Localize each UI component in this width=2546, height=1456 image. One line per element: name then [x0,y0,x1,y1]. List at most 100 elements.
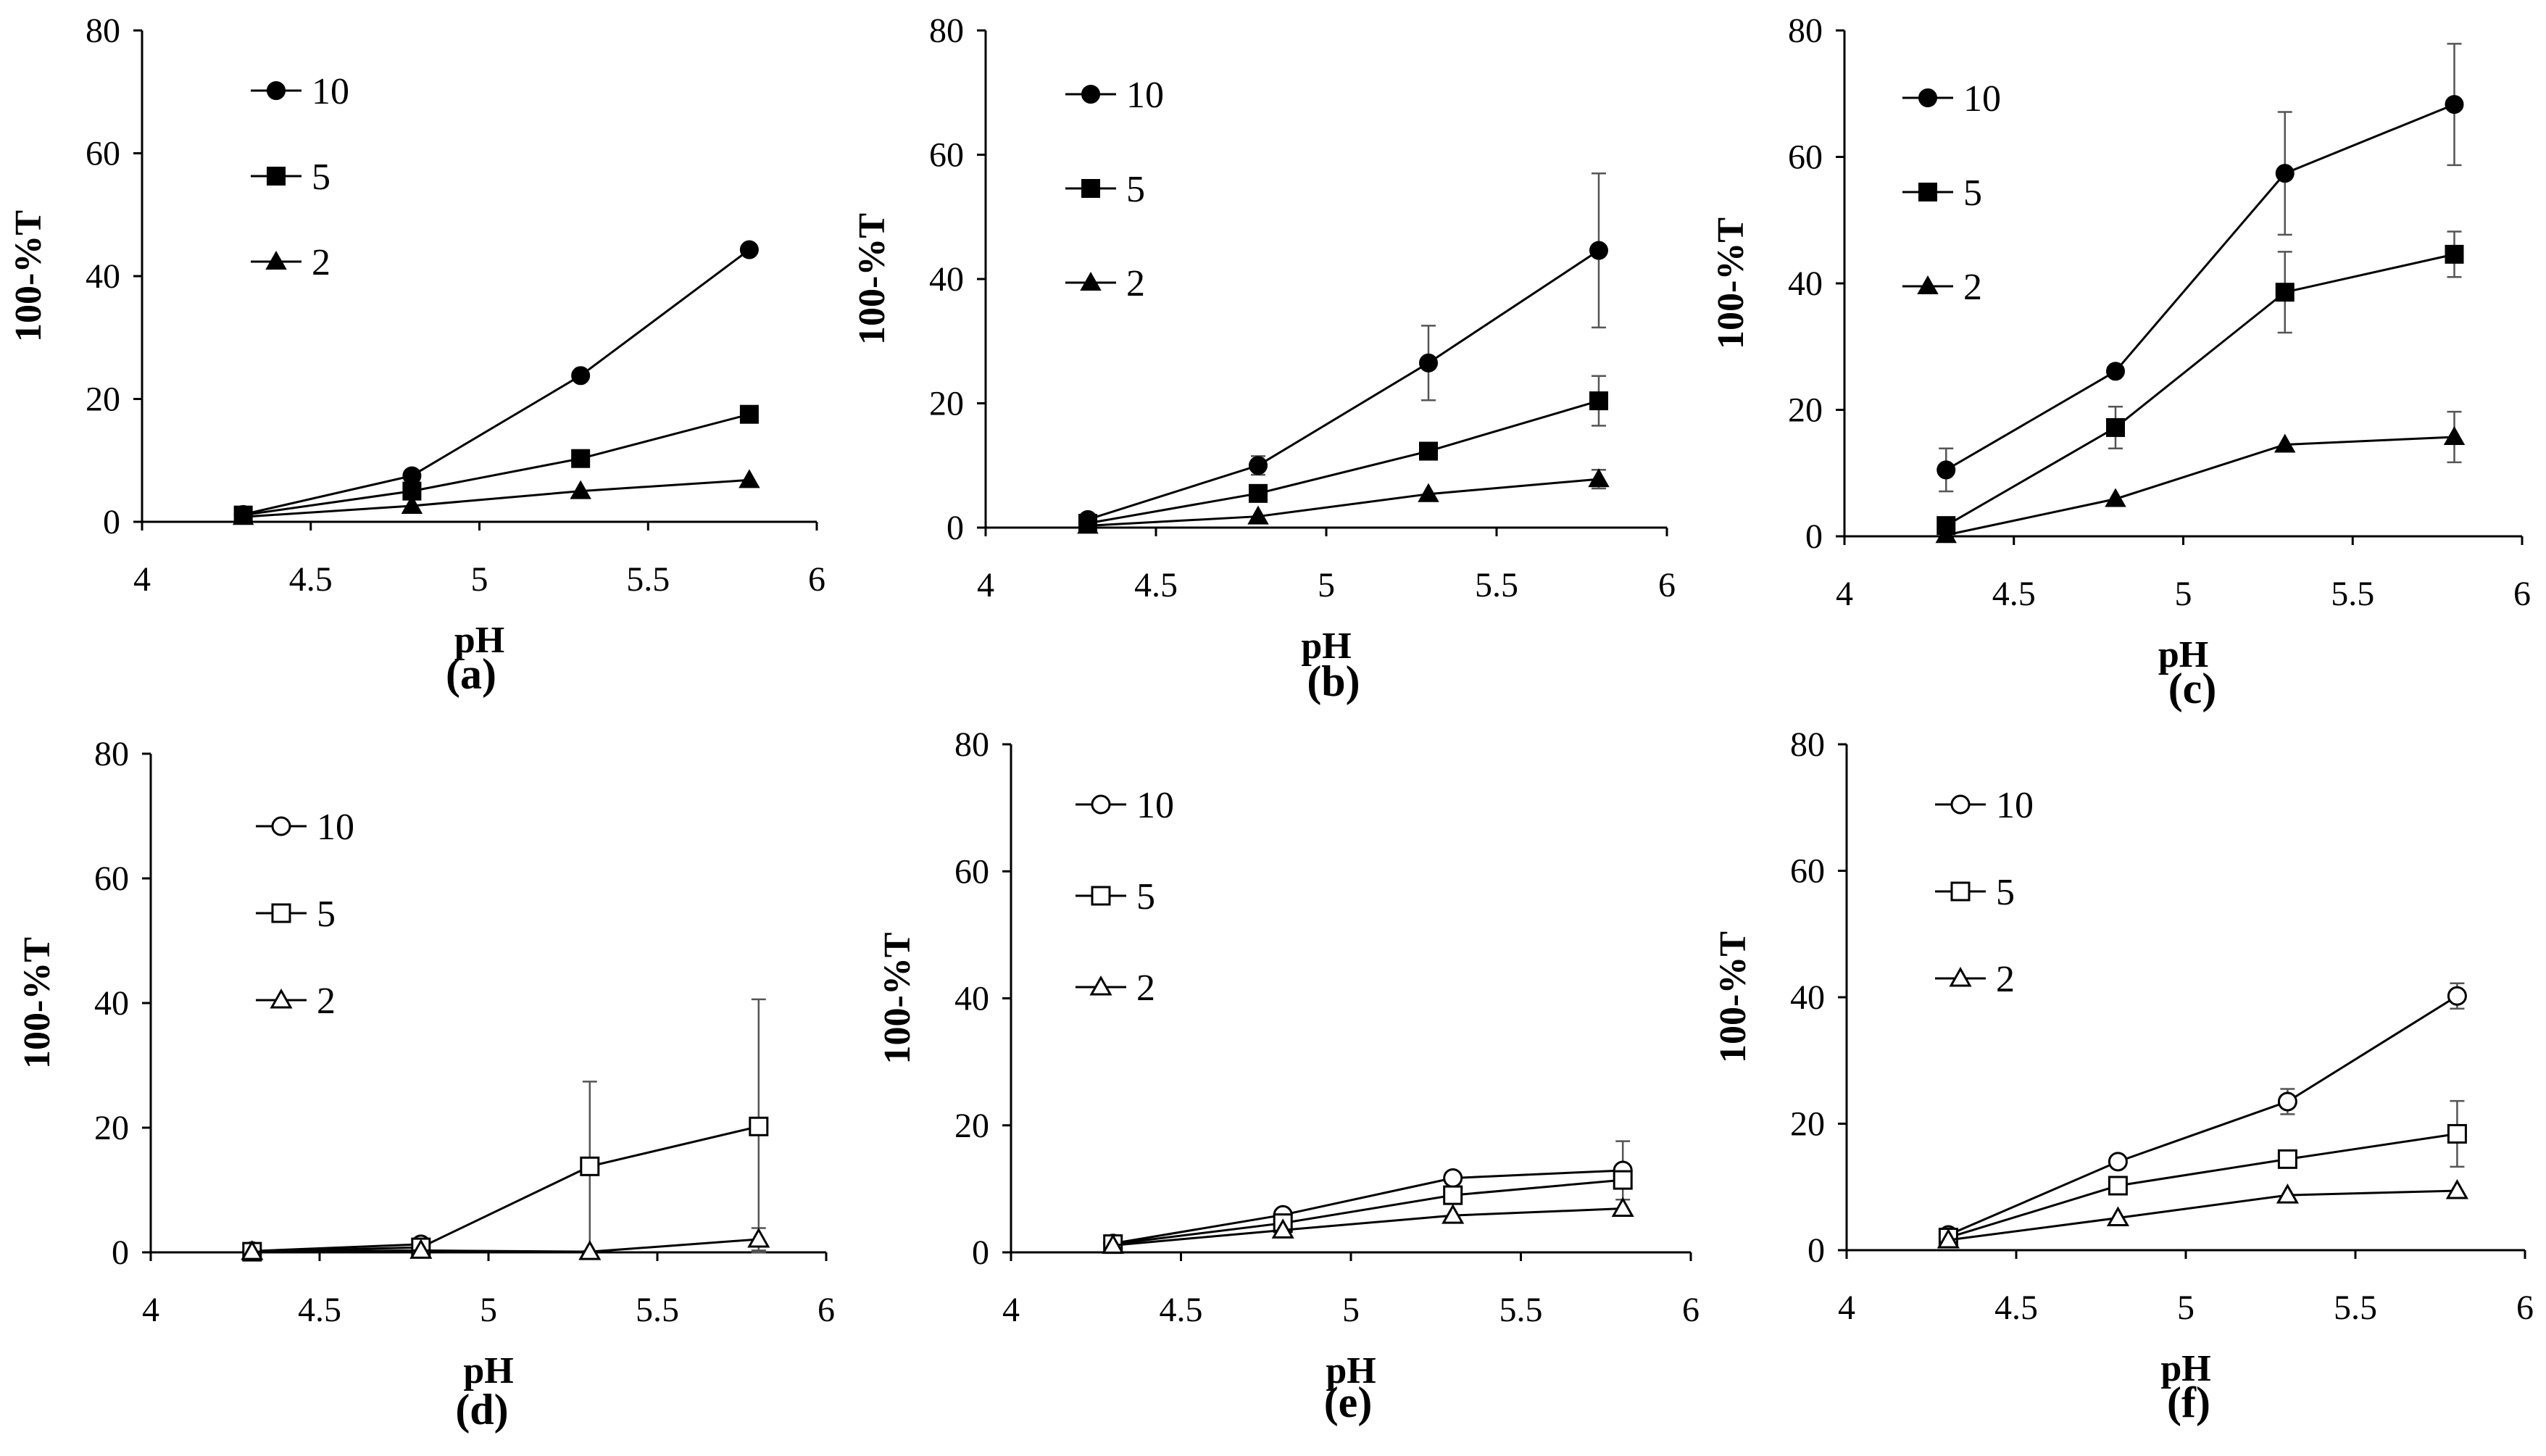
y-tick-label: 40 [94,984,129,1023]
x-tick-label: 4 [977,566,994,604]
data-point-5 [739,404,759,424]
chart-panel-6: 0 20 40 60 80 4 4.5 5 5.5 6 pH 100-%T (f) 10 5 2 [1713,725,2534,1426]
chart-panel-2: 0 20 40 60 80 4 4.5 5 5.5 6 pH 100-%T (b) 10 5 2 [852,12,1676,705]
data-point-2 [1271,1218,1294,1239]
legend-marker-5 [271,903,291,923]
series-line-2 [243,478,749,518]
data-point-10 [1589,241,1608,260]
panel-label: (a) [446,650,496,698]
series-line-10 [1112,1169,1623,1245]
legend-marker-10 [1091,794,1111,815]
x-tick-label: 4.5 [298,1291,341,1329]
y-tick-label: 20 [929,385,964,423]
legend-label: 2 [1126,263,1145,304]
legend-marker-2 [1080,271,1102,291]
data-point-2 [232,506,254,525]
series-line-5 [1112,1178,1623,1246]
data-point-10 [571,366,591,386]
x-tick-label: 5 [1318,566,1335,604]
legend-label: 10 [312,71,349,112]
series-line-5 [1947,1132,2458,1239]
y-axis-label: 100-%T [1713,931,1754,1063]
data-point-10 [1936,460,1956,480]
data-point-2 [401,494,423,514]
x-tick-label: 4.5 [1992,575,2036,613]
series-line-2 [1112,1207,1623,1247]
panel-label: (d) [455,1386,508,1434]
x-tick-label: 5.5 [2331,575,2374,613]
series-line-5 [1087,399,1599,525]
series-line-10 [1087,249,1599,521]
x-tick-label: 6 [1682,1291,1700,1329]
y-tick-label: 20 [1790,1105,1825,1144]
chart-panel-1: 0 20 40 60 80 4 4.5 5 5.5 6 pH 100-%T (a) 10 5 2 [8,12,825,698]
x-tick-label: 4.5 [289,560,333,599]
x-tick-label: 5.5 [1475,566,1518,604]
legend-marker-10 [267,81,286,100]
data-point-2 [409,1239,433,1259]
x-tick-label: 5 [480,1291,497,1329]
y-tick-label: 0 [1807,1231,1825,1270]
data-point-2 [2106,1206,2129,1227]
data-point-5 [749,1116,769,1136]
legend-label: 2 [317,981,336,1022]
series-line-10 [1945,103,2455,471]
data-point-5 [2108,1176,2128,1196]
data-point-5 [1443,1185,1463,1205]
y-tick-label: 40 [1790,978,1825,1017]
x-tick-label: 5.5 [2334,1289,2377,1327]
y-tick-label: 0 [112,1234,129,1272]
data-point-10 [2445,95,2464,115]
x-tick-label: 5 [2177,1289,2195,1327]
data-point-2 [1247,505,1269,525]
legend-label: 10 [317,807,354,848]
data-point-2 [1935,524,1957,544]
data-point-10 [739,240,759,259]
x-tick-label: 4.5 [1134,566,1178,604]
y-tick-label: 20 [86,380,120,419]
legend-marker-2 [1949,966,1972,987]
data-point-2 [1936,1228,1960,1249]
series-line-2 [1945,436,2455,536]
series-line-5 [251,1125,760,1253]
y-tick-label: 20 [1788,391,1823,430]
x-tick-label: 5 [471,560,488,599]
x-tick-label: 6 [808,560,825,599]
x-axis-label: pH [2158,634,2208,675]
y-tick-label: 60 [954,852,989,891]
x-tick-label: 6 [2513,575,2531,613]
data-point-2 [1442,1204,1465,1224]
data-point-2 [2105,488,2126,507]
y-tick-label: 40 [954,980,989,1018]
data-point-2 [578,1240,602,1260]
y-tick-label: 80 [929,12,964,50]
y-tick-label: 80 [954,725,989,764]
series-line-2 [1948,1189,2458,1241]
y-axis-label: 100-%T [877,933,918,1065]
legend-marker-5 [1091,886,1111,906]
legend-marker-2 [265,250,287,270]
legend-label: 5 [317,894,336,935]
x-tick-label: 6 [818,1291,835,1329]
data-point-2 [2274,433,2296,453]
y-tick-label: 80 [1788,12,1823,50]
legend-marker-10 [1081,85,1100,104]
legend-marker-10 [1918,88,1937,107]
y-tick-label: 40 [1788,265,1823,303]
series-line-10 [243,249,750,516]
y-axis-label: 100-%T [8,210,49,342]
series-line-2 [251,1238,759,1253]
legend-marker-2 [1917,275,1939,294]
chart-panel-4: 0 20 40 60 80 4 4.5 5 5.5 6 pH 100-%T (d) 10 5 2 [17,735,835,1434]
legend-marker-2 [270,988,293,1009]
y-tick-label: 20 [94,1109,129,1147]
x-tick-label: 4 [142,1291,159,1329]
data-point-2 [1418,483,1439,502]
data-point-2 [241,1240,264,1260]
data-point-5 [2275,283,2295,302]
data-point-10 [2106,362,2125,381]
x-tick-label: 4 [1836,575,1853,613]
x-tick-label: 5.5 [636,1291,679,1329]
y-tick-label: 0 [972,1234,989,1272]
legend-marker-5 [1950,881,1971,902]
